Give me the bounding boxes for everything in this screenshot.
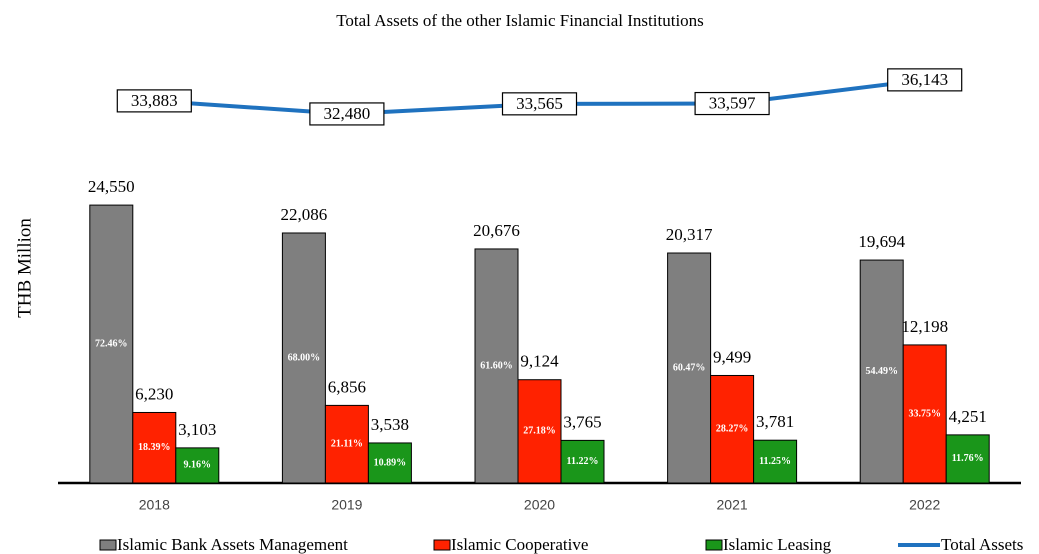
bar bbox=[945, 434, 990, 484]
bar bbox=[175, 447, 220, 484]
label-box bbox=[887, 68, 963, 92]
value-label: 4,251 bbox=[949, 407, 987, 426]
value-label: 9,124 bbox=[520, 352, 559, 371]
share-label: 72.46% bbox=[95, 338, 128, 349]
share-label: 68.00% bbox=[288, 352, 321, 363]
share-label: 21.11% bbox=[331, 438, 363, 449]
legend-label: Total Assets bbox=[941, 535, 1023, 554]
x-tick-label: 2019 bbox=[331, 497, 362, 513]
value-label: 22,086 bbox=[281, 205, 328, 224]
legend-swatch bbox=[705, 539, 723, 551]
value-label: 24,550 bbox=[88, 177, 135, 196]
label-box bbox=[116, 89, 192, 113]
bar bbox=[560, 439, 605, 484]
value-label: 33,883 bbox=[131, 91, 178, 110]
x-tick-label: 2020 bbox=[524, 497, 555, 513]
share-label: 60.47% bbox=[673, 362, 706, 373]
share-label: 11.22% bbox=[567, 456, 599, 467]
value-label: 6,856 bbox=[328, 377, 366, 396]
x-tick-label: 2018 bbox=[139, 497, 170, 513]
legend-swatch bbox=[99, 539, 117, 551]
share-label: 28.27% bbox=[716, 424, 749, 435]
value-label: 3,538 bbox=[371, 415, 409, 434]
bar bbox=[753, 439, 798, 484]
share-label: 18.39% bbox=[138, 442, 171, 453]
value-label: 19,694 bbox=[858, 232, 905, 251]
label-box bbox=[694, 91, 770, 116]
value-label: 12,198 bbox=[901, 317, 948, 336]
legend-swatch bbox=[433, 539, 451, 551]
share-label: 27.18% bbox=[523, 426, 556, 437]
bar bbox=[902, 344, 947, 484]
share-label: 54.49% bbox=[865, 366, 898, 377]
bar bbox=[89, 204, 134, 484]
share-label: 10.89% bbox=[374, 457, 407, 468]
chart-title: Total Assets of the other Islamic Financ… bbox=[336, 11, 704, 30]
share-label: 61.60% bbox=[480, 360, 513, 371]
value-label: 3,103 bbox=[178, 420, 216, 439]
label-box bbox=[309, 102, 385, 126]
x-tick-label: 2022 bbox=[909, 497, 940, 513]
y-axis-label: THB Million bbox=[14, 218, 35, 318]
label-box bbox=[501, 92, 578, 116]
value-label: 36,143 bbox=[901, 70, 948, 89]
bar bbox=[667, 252, 712, 484]
value-label: 32,480 bbox=[324, 104, 371, 123]
share-label: 33.75% bbox=[908, 408, 941, 419]
value-label: 3,781 bbox=[756, 412, 794, 431]
value-label: 20,317 bbox=[666, 225, 713, 244]
value-label: 33,597 bbox=[709, 93, 756, 112]
share-label: 11.76% bbox=[952, 453, 984, 464]
share-label: 9.16% bbox=[184, 460, 212, 471]
legend-label: Islamic Cooperative bbox=[451, 535, 588, 554]
value-label: 6,230 bbox=[135, 384, 173, 403]
x-tick-label: 2021 bbox=[717, 497, 748, 513]
bar bbox=[517, 379, 562, 484]
value-label: 9,499 bbox=[713, 347, 751, 366]
value-label: 33,565 bbox=[516, 94, 563, 113]
bar bbox=[474, 248, 519, 484]
value-label: 3,765 bbox=[563, 412, 601, 431]
bar bbox=[132, 411, 177, 484]
bar bbox=[710, 374, 755, 484]
bar bbox=[281, 232, 326, 484]
value-label: 20,676 bbox=[473, 221, 520, 240]
bar bbox=[367, 442, 412, 484]
legend-label: Islamic Leasing bbox=[723, 535, 832, 554]
legend-label: Islamic Bank Assets Management bbox=[117, 535, 348, 554]
share-label: 11.25% bbox=[759, 456, 791, 467]
